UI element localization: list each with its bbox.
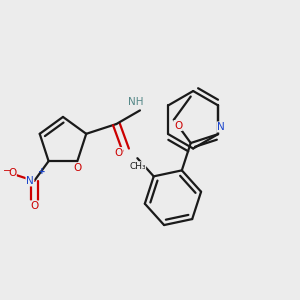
Text: O: O	[174, 121, 182, 130]
Text: N: N	[217, 122, 225, 132]
Text: O: O	[30, 201, 38, 211]
Text: CH₃: CH₃	[129, 162, 146, 171]
Text: NH: NH	[128, 97, 143, 107]
Text: O: O	[114, 148, 123, 158]
Text: O: O	[8, 168, 16, 178]
Text: O: O	[73, 163, 82, 173]
Text: H: H	[136, 97, 144, 107]
Text: N: N	[26, 176, 34, 186]
Text: −: −	[3, 166, 11, 176]
Text: +: +	[38, 167, 46, 176]
